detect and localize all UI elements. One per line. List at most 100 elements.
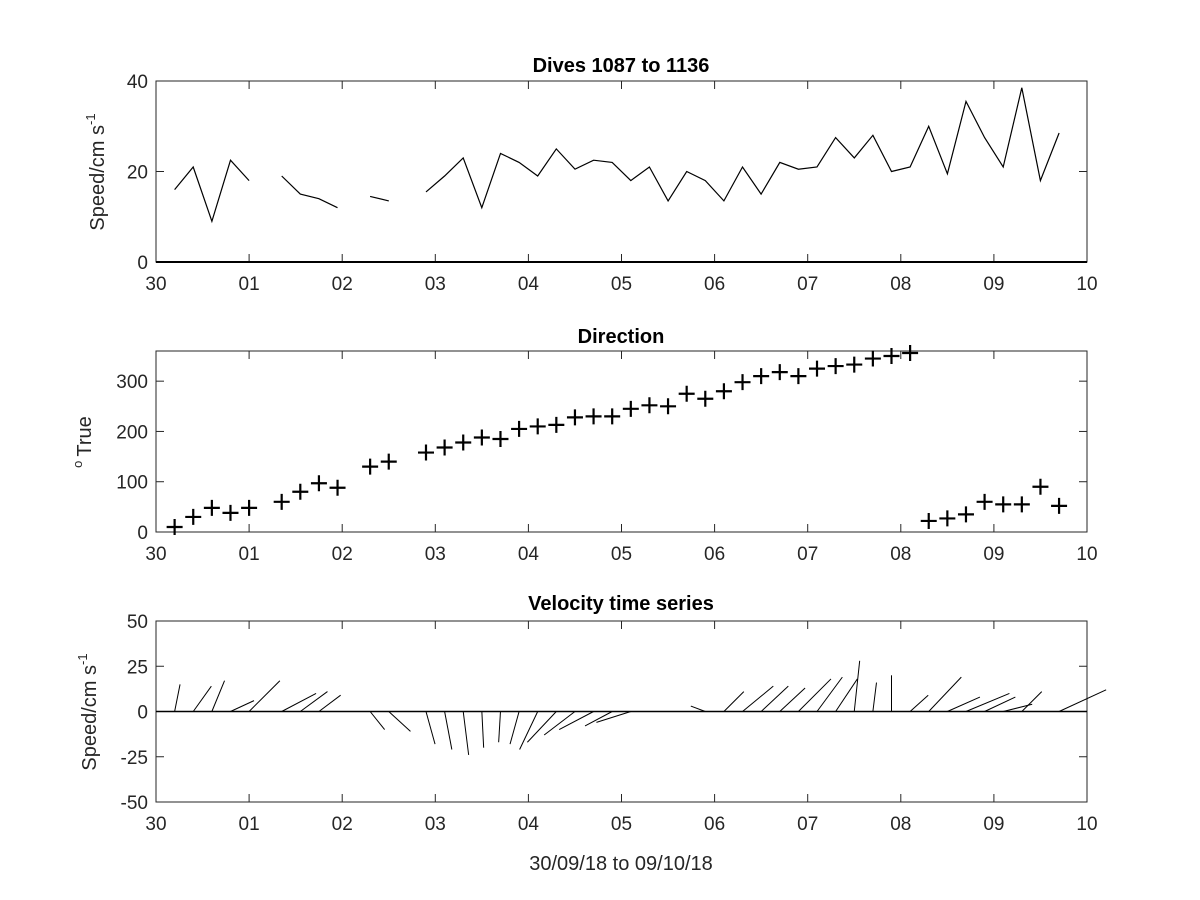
- y-tick-label: -25: [121, 748, 148, 769]
- direction-point: [827, 358, 844, 375]
- x-tick-label: 09: [983, 274, 1004, 295]
- velocity-stick: [369, 711, 386, 730]
- velocity-stick: [947, 696, 981, 712]
- x-tick-label: 06: [704, 544, 725, 565]
- direction-point: [203, 499, 220, 516]
- x-tick-label: 01: [239, 814, 260, 835]
- direction-point: [790, 368, 807, 385]
- x-tick-label: 03: [425, 814, 446, 835]
- direction-point: [1051, 497, 1068, 514]
- velocity-stick: [872, 682, 877, 712]
- velocity-stick: [760, 685, 789, 712]
- y-tick-label: 200: [116, 422, 148, 443]
- velocity-stick: [444, 711, 453, 750]
- y-tick-label: -50: [121, 793, 148, 814]
- direction-point: [273, 493, 290, 510]
- direction-panel-ylabel-text: True: [74, 416, 96, 456]
- direction-point: [604, 408, 621, 425]
- x-tick-label: 04: [518, 274, 540, 295]
- direction-point: [771, 364, 788, 381]
- direction-panel-ylabel-superscript: o: [70, 461, 85, 468]
- y-tick-label: 100: [116, 473, 148, 494]
- direction-point: [548, 416, 565, 433]
- y-tick-label: 0: [137, 703, 148, 724]
- velocity-stick: [816, 676, 843, 712]
- x-tick-label: 02: [332, 544, 353, 565]
- direction-point: [329, 479, 346, 496]
- direction-point: [846, 356, 863, 373]
- x-tick-label: 07: [797, 274, 818, 295]
- x-tick-label: 04: [518, 814, 540, 835]
- direction-panel-ylabel: o True: [70, 416, 96, 468]
- direction-point: [809, 360, 826, 377]
- velocity-stick: [481, 711, 485, 748]
- velocity-stick: [388, 711, 411, 732]
- velocity-stick: [281, 692, 317, 712]
- direction-point: [417, 444, 434, 461]
- x-tick-label: 30: [145, 274, 166, 295]
- x-tick-label: 30: [145, 544, 166, 565]
- direction-point: [310, 475, 327, 492]
- velocity-stick: [462, 711, 470, 756]
- velocity-stick: [192, 685, 212, 712]
- velocity-stick: [318, 694, 341, 712]
- velocity-stick: [425, 711, 436, 745]
- x-tick-label: 08: [890, 274, 911, 295]
- speed-panel-ylabel-text: Speed/cm s: [87, 125, 109, 231]
- y-tick-label: 20: [127, 163, 148, 184]
- velocity-stick: [558, 711, 594, 731]
- velocity-stick: [1021, 691, 1043, 712]
- direction-point: [292, 483, 309, 500]
- x-tick-label: 04: [518, 544, 540, 565]
- velocity-panel-ylabel-text: Speed/cm s: [79, 665, 101, 771]
- x-tick-label: 30: [145, 814, 166, 835]
- direction-point: [1032, 478, 1049, 495]
- direction-point: [222, 504, 239, 521]
- speed-plot-area: 30 01 02 03 04 05 06 07 08 09 10 0 20 40: [127, 72, 1098, 295]
- velocity-panel-xlabel: 30/09/18 to 09/10/18: [529, 853, 713, 875]
- x-tick-label: 10: [1076, 274, 1097, 295]
- speed-panel-ylabel-superscript: -1: [83, 113, 98, 125]
- velocity-panel: Velocity time series 30 01 02 03 04 05 06 07 08 0…: [75, 593, 1107, 875]
- direction-point: [362, 458, 379, 475]
- velocity-stick: [909, 694, 929, 712]
- y-tick-label: 50: [127, 612, 148, 633]
- direction-panel-title: Direction: [578, 326, 665, 348]
- velocity-panel-ylabel: Speed/cm s-1: [75, 653, 101, 770]
- direction-point: [678, 385, 695, 402]
- direction-point: [455, 434, 472, 451]
- direction-point: [436, 439, 453, 456]
- direction-point: [511, 420, 528, 437]
- direction-point: [622, 400, 639, 417]
- velocity-stick: [519, 711, 539, 750]
- velocity-stick: [596, 711, 631, 723]
- x-tick-label: 08: [890, 814, 911, 835]
- y-tick-label: 25: [127, 657, 148, 678]
- velocity-stick: [779, 687, 806, 712]
- velocity-stick: [742, 685, 774, 712]
- direction-panel: Direction 30 01 02 03 04 05 06 07 08 09 1001002003…: [70, 326, 1098, 565]
- direction-point: [939, 510, 956, 527]
- velocity-stick: [723, 691, 745, 712]
- direction-point: [1013, 496, 1030, 513]
- x-tick-label: 10: [1076, 544, 1097, 565]
- direction-point: [473, 429, 490, 446]
- direction-point: [715, 383, 732, 400]
- velocity-stick: [543, 711, 576, 736]
- velocity-stick: [690, 705, 706, 712]
- x-tick-label: 07: [797, 814, 818, 835]
- direction-point: [566, 409, 583, 426]
- velocity-stick: [853, 660, 861, 712]
- direction-point: [585, 408, 602, 425]
- direction-point: [734, 374, 751, 391]
- velocity-stick: [509, 711, 520, 745]
- x-tick-label: 08: [890, 544, 911, 565]
- x-tick-label: 02: [332, 814, 353, 835]
- speed-panel: Dives 1087 to 1136 30 01 02 03 04 05 06 07 08 09 1…: [83, 55, 1098, 295]
- velocity-stick: [1058, 689, 1107, 712]
- velocity-stick: [798, 678, 832, 712]
- direction-point: [920, 512, 937, 529]
- x-tick-label: 06: [704, 814, 725, 835]
